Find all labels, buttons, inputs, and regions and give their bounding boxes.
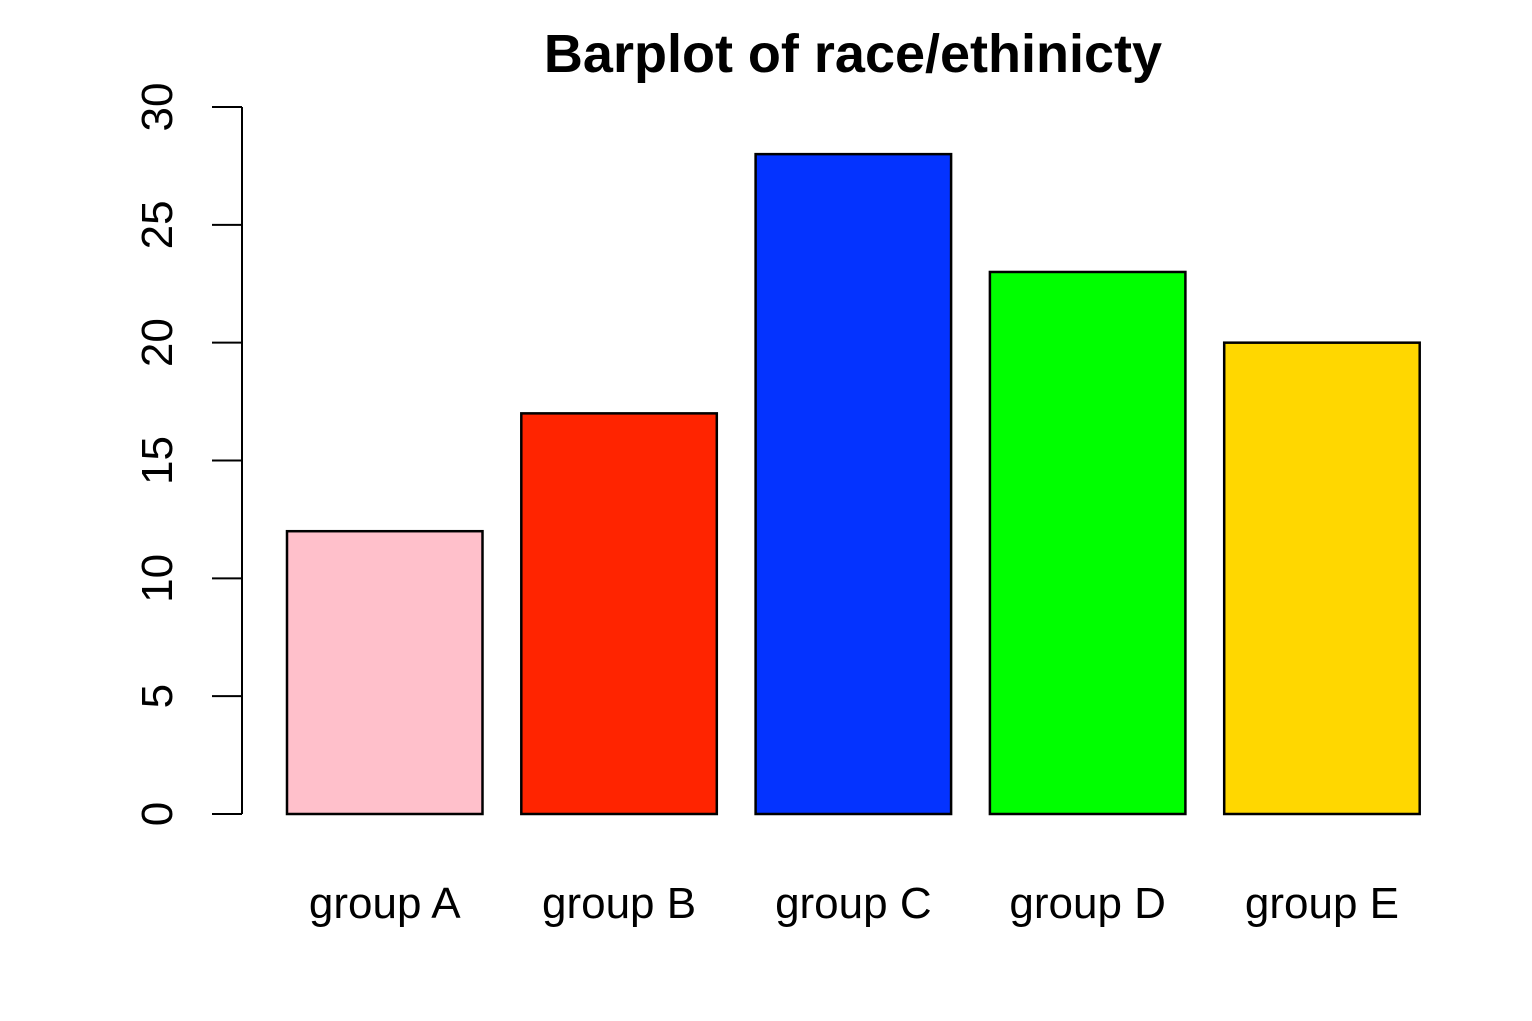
x-category-label: group A [309, 879, 461, 928]
x-category-label: group C [775, 879, 932, 928]
bars-group [285, 152, 1421, 816]
bar-group-a [285, 529, 484, 816]
chart-title: Barplot of race/ethinicty [544, 24, 1162, 84]
y-tick-label: 25 [133, 200, 182, 249]
x-category-label: group B [542, 879, 696, 928]
y-tick-label: 10 [133, 554, 182, 603]
x-category-label: group D [1009, 879, 1166, 928]
x-axis-labels: group A group B group C group D group E [309, 879, 1399, 928]
y-tick-label: 5 [133, 684, 182, 708]
y-axis-ticks: 0 5 10 15 20 25 30 [133, 83, 242, 826]
y-tick-label: 20 [133, 318, 182, 367]
y-tick-label: 30 [133, 83, 182, 132]
x-category-label: group E [1245, 879, 1399, 928]
bar-group-b [520, 412, 719, 816]
bar-group-c [754, 152, 953, 816]
bar-group-d [988, 270, 1187, 816]
y-tick-label: 0 [133, 802, 182, 826]
y-tick-label: 15 [133, 436, 182, 485]
bar-group-e [1222, 341, 1421, 816]
